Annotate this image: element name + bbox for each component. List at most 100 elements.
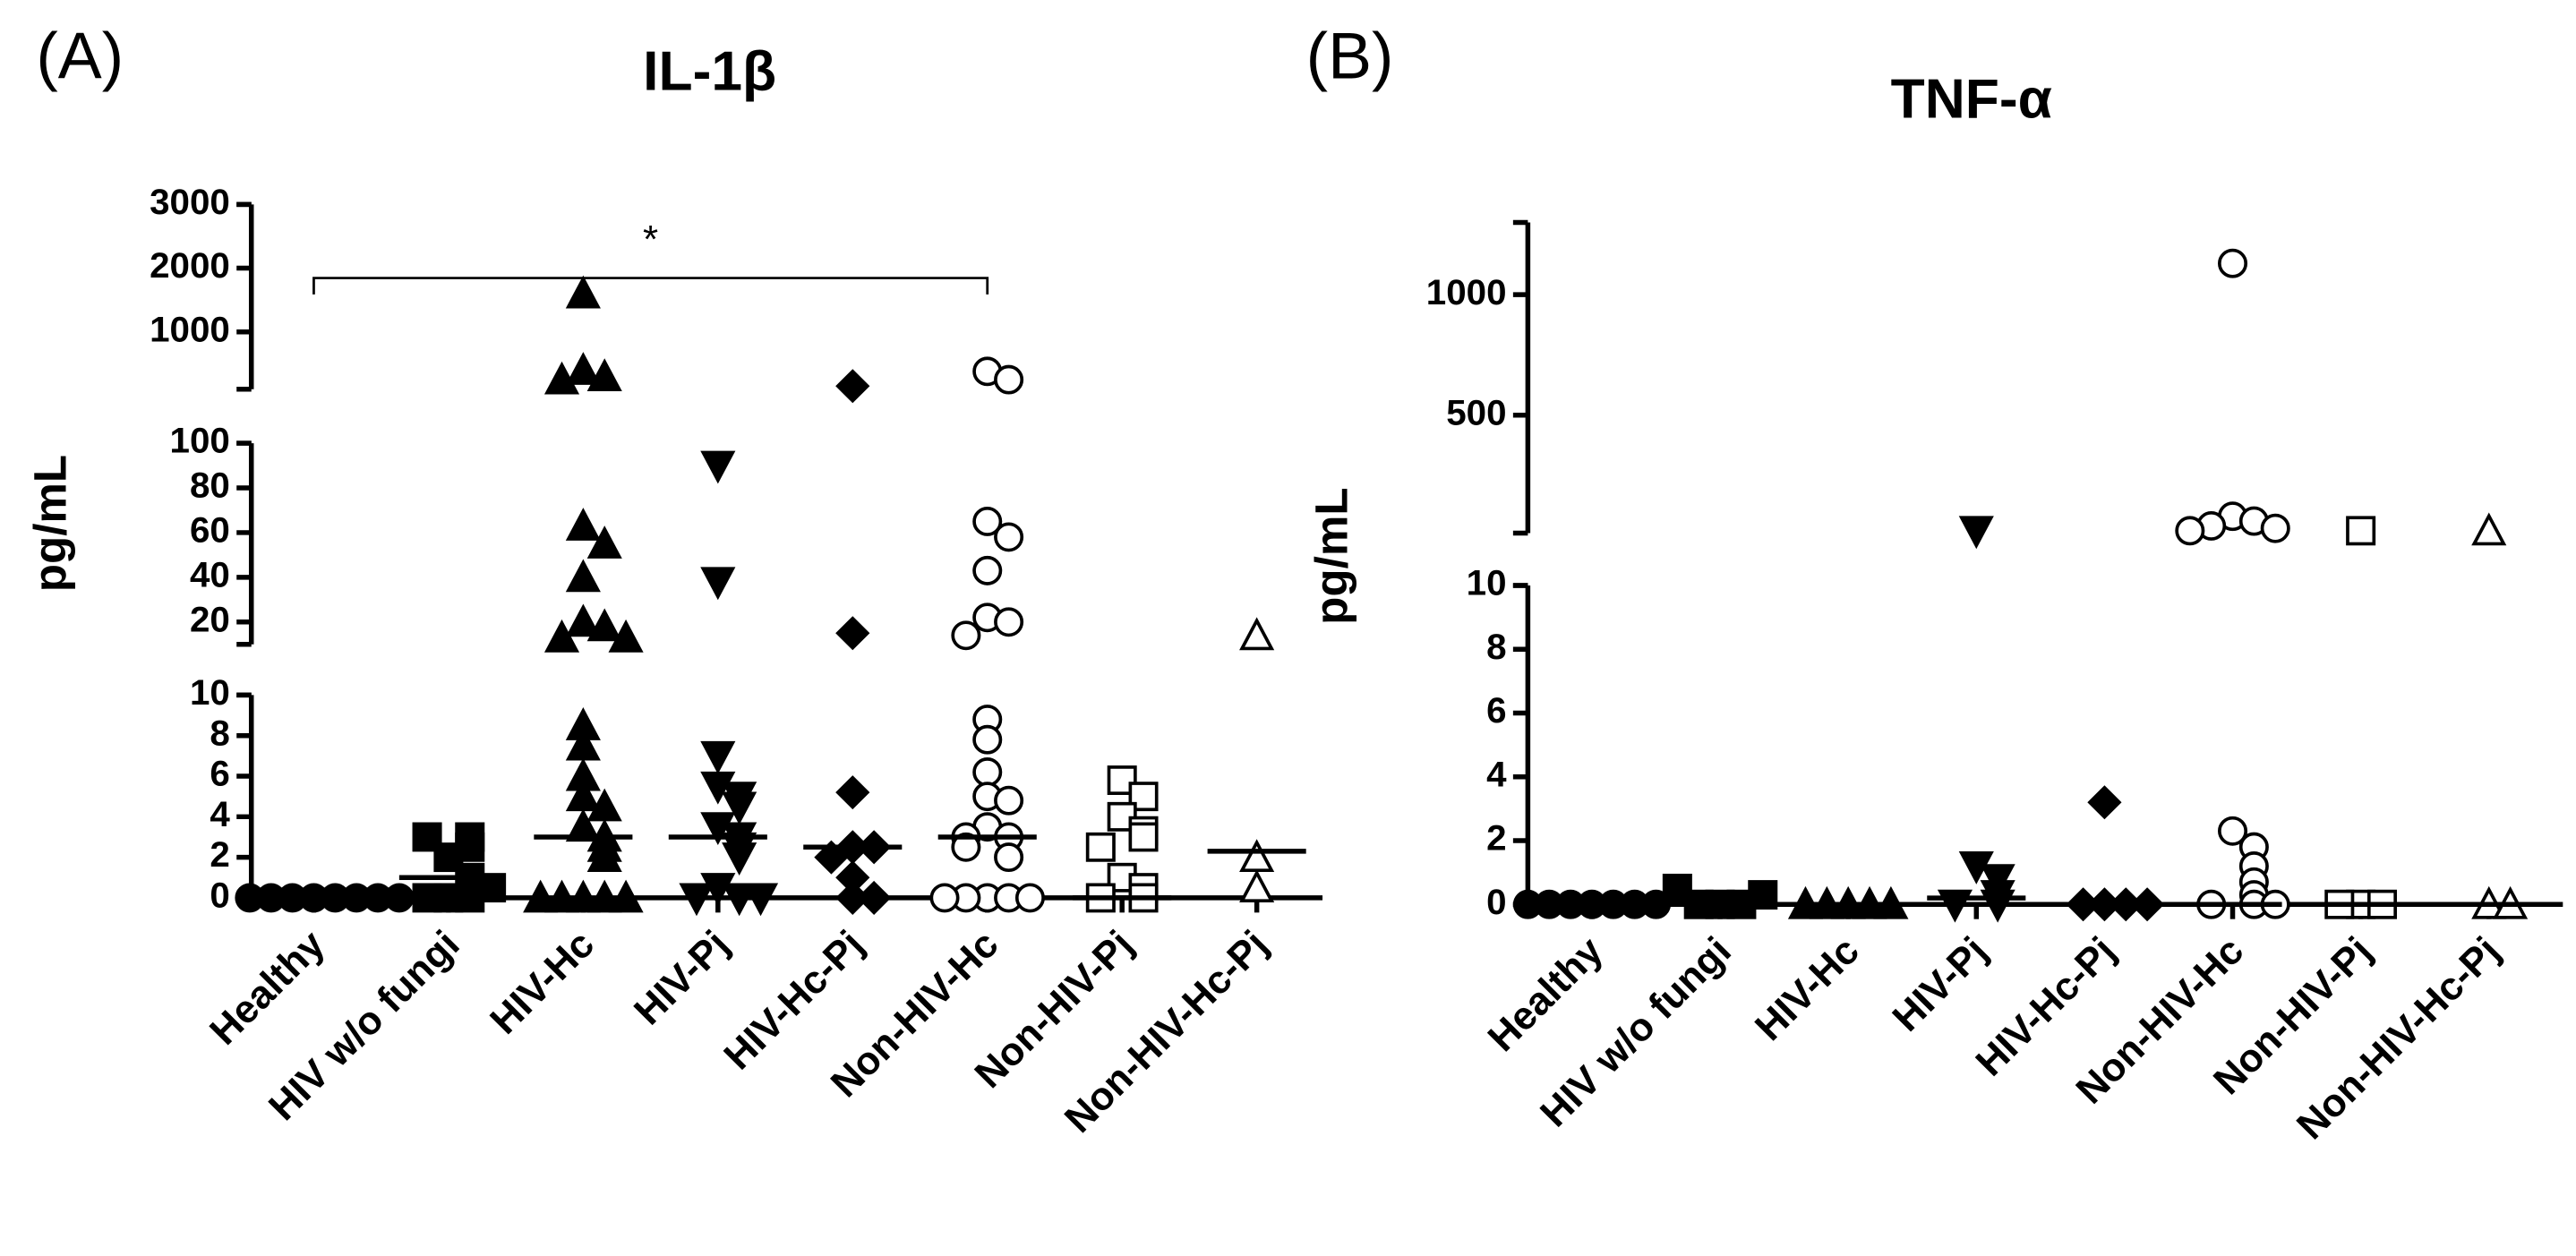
data-point xyxy=(384,883,415,913)
data-point xyxy=(700,567,736,601)
y-tick-label: 0 xyxy=(210,876,229,916)
x-tick-label: Healthy xyxy=(1480,928,1613,1060)
y-tick-label: 4 xyxy=(1486,754,1507,794)
data-point xyxy=(1662,873,1692,903)
data-point xyxy=(1239,617,1275,651)
data-point xyxy=(608,619,644,653)
y-tick-label: 2 xyxy=(210,834,229,875)
panel-label: (B) xyxy=(1306,20,1394,93)
y-tick-label: 10 xyxy=(190,672,230,713)
data-point xyxy=(1085,832,1116,862)
data-point xyxy=(455,822,485,852)
y-tick-label: 10 xyxy=(1467,563,1507,603)
data-point xyxy=(412,822,442,852)
data-point xyxy=(543,619,580,653)
data-point xyxy=(972,507,1003,536)
y-axis-label: pg/mL xyxy=(1305,487,1356,624)
data-point xyxy=(565,879,601,913)
data-point xyxy=(835,775,870,810)
data-point xyxy=(2175,516,2205,546)
data-point xyxy=(565,508,601,541)
data-point xyxy=(814,840,849,875)
x-tick-label: HIV-Hc xyxy=(1747,929,1868,1049)
data-point xyxy=(994,364,1024,395)
data-point xyxy=(1512,889,1543,919)
y-tick-label: 1000 xyxy=(1426,272,1507,312)
data-point xyxy=(972,555,1003,585)
data-point xyxy=(586,525,622,559)
data-point xyxy=(1239,839,1275,873)
data-point xyxy=(929,883,960,913)
y-tick-label: 20 xyxy=(190,599,230,639)
y-tick-label: 0 xyxy=(1486,882,1506,922)
data-point xyxy=(608,879,644,913)
y-tick-label: 6 xyxy=(210,754,229,794)
data-point xyxy=(722,883,757,917)
data-point xyxy=(700,740,736,774)
data-point xyxy=(586,358,622,391)
x-tick-label: HIV-Pj xyxy=(626,922,738,1033)
y-tick-label: 8 xyxy=(1486,627,1506,667)
data-point xyxy=(235,883,265,913)
significance-label: * xyxy=(643,218,658,261)
data-point xyxy=(543,879,580,913)
data-point xyxy=(1958,516,1994,550)
data-point xyxy=(543,361,580,395)
y-tick-label: 3000 xyxy=(150,182,230,222)
data-point xyxy=(1980,864,2015,898)
y-tick-label: 8 xyxy=(210,713,229,753)
chart-title: IL-1β xyxy=(643,41,776,103)
data-point xyxy=(565,559,601,593)
chart-title: TNF-α xyxy=(1891,69,2052,131)
data-point xyxy=(565,808,601,842)
data-point xyxy=(586,879,622,913)
data-point xyxy=(1014,883,1045,913)
y-tick-label: 1000 xyxy=(150,309,230,349)
data-point xyxy=(586,839,622,873)
data-point xyxy=(722,842,757,876)
y-tick-label: 6 xyxy=(1486,690,1506,731)
data-point xyxy=(1239,869,1275,903)
y-axis-label: pg/mL xyxy=(24,455,75,592)
data-point xyxy=(972,724,1003,755)
data-point xyxy=(742,883,779,917)
data-point xyxy=(994,785,1024,816)
data-point xyxy=(1128,782,1159,812)
y-tick-label: 500 xyxy=(1446,392,1506,432)
y-tick-label: 2000 xyxy=(150,245,230,286)
data-point xyxy=(994,522,1024,552)
data-point xyxy=(951,620,981,651)
x-tick-label: HIV-Pj xyxy=(1884,929,1996,1040)
x-tick-label: HIV-Hc xyxy=(482,922,603,1042)
data-point xyxy=(565,352,601,385)
data-point xyxy=(951,832,981,862)
data-point xyxy=(2346,516,2376,546)
data-point xyxy=(565,603,601,637)
significance-bracket xyxy=(312,277,989,295)
y-tick-label: 40 xyxy=(190,555,230,595)
y-tick-label: 80 xyxy=(190,466,230,506)
data-point xyxy=(2218,248,2248,278)
data-point xyxy=(586,608,622,642)
panel-label: (A) xyxy=(36,20,124,93)
y-tick-label: 2 xyxy=(1486,818,1506,859)
data-point xyxy=(994,842,1024,873)
data-point xyxy=(835,616,870,651)
y-tick-label: 60 xyxy=(190,510,230,551)
data-point xyxy=(835,369,870,404)
data-point xyxy=(2087,785,2122,820)
data-point xyxy=(1128,822,1159,852)
data-point xyxy=(2260,513,2290,543)
data-point xyxy=(679,883,715,917)
data-point xyxy=(565,275,601,309)
y-tick-label: 100 xyxy=(170,421,230,461)
y-tick-label: 4 xyxy=(210,794,230,834)
data-point xyxy=(2218,816,2248,846)
x-tick-label: Healthy xyxy=(201,922,334,1054)
data-point xyxy=(412,883,442,913)
data-point xyxy=(2471,512,2507,546)
data-point xyxy=(972,757,1003,787)
data-point xyxy=(700,450,736,484)
data-point xyxy=(722,791,757,825)
